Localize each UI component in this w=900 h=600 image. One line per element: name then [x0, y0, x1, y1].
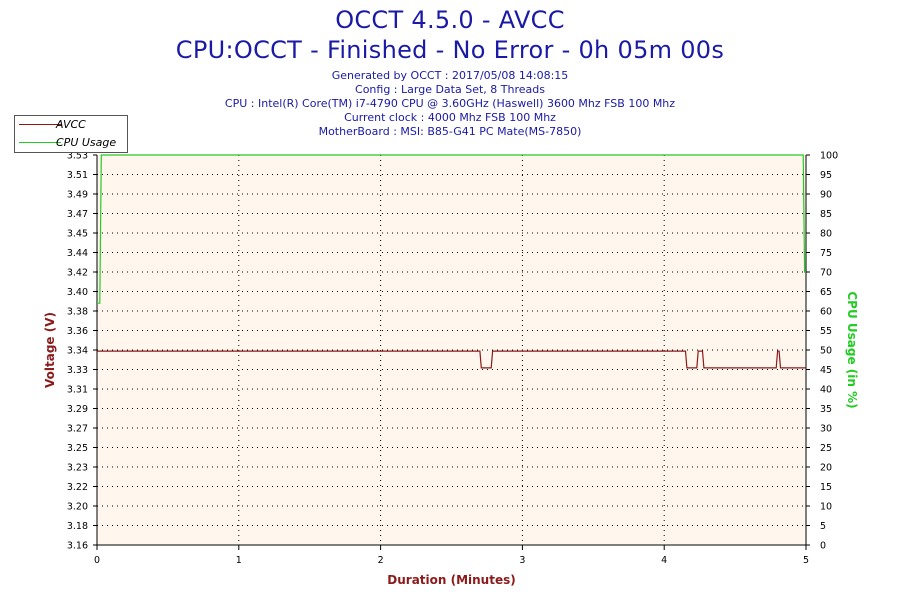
y-tick-label: 3.18 — [67, 521, 88, 532]
y-tick-label: 3.20 — [67, 502, 88, 513]
legend-item-avcc: AVCC — [15, 116, 127, 134]
y2-tick-label: 40 — [820, 385, 832, 396]
y2-tick-label: 30 — [820, 424, 832, 435]
x-axis-label: Duration (Minutes) — [387, 573, 515, 587]
legend-swatch-cpu-usage — [19, 142, 61, 143]
y2-tick-label: 35 — [820, 404, 832, 415]
y-tick-label: 3.47 — [67, 209, 88, 220]
y2-tick-label: 50 — [820, 346, 832, 357]
y-tick-label: 3.36 — [67, 326, 88, 337]
info-clock: Current clock : 4000 Mhz FSB 100 Mhz — [344, 111, 556, 124]
y-tick-label: 3.27 — [67, 424, 88, 435]
chart-title: OCCT 4.5.0 - AVCC — [335, 6, 565, 34]
info-generated: Generated by OCCT : 2017/05/08 14:08:15 — [331, 69, 569, 82]
y2-tick-label: 90 — [820, 190, 832, 201]
x-tick-label: 3 — [519, 555, 525, 566]
x-tick-label: 0 — [94, 555, 100, 566]
info-cpu: CPU : Intel(R) Core(TM) i7-4790 CPU @ 3.… — [224, 97, 676, 110]
legend-label-cpu-usage: CPU Usage — [56, 136, 117, 149]
x-tick-label: 1 — [236, 555, 242, 566]
y2-tick-label: 70 — [820, 268, 832, 279]
info-config: Config : Large Data Set, 8 Threads — [355, 83, 545, 96]
legend: AVCC CPU Usage — [14, 115, 128, 153]
y-tick-label: 3.53 — [67, 151, 88, 162]
y-tick-label: 3.23 — [67, 463, 88, 474]
x-tick-label: 2 — [378, 555, 384, 566]
legend-label-avcc: AVCC — [56, 118, 86, 131]
y-tick-label: 3.38 — [67, 307, 88, 318]
y-tick-label: 3.25 — [67, 443, 88, 454]
y-axis-label: Voltage (V) — [43, 312, 57, 388]
y2-tick-label: 60 — [820, 307, 832, 318]
y2-tick-label: 95 — [820, 170, 832, 181]
y2-tick-label: 55 — [820, 326, 832, 337]
y-tick-label: 3.51 — [67, 170, 88, 181]
y2-tick-label: 15 — [820, 482, 832, 493]
y2-tick-label: 65 — [820, 287, 832, 298]
y-tick-label: 3.22 — [67, 482, 88, 493]
chart-subtitle: CPU:OCCT - Finished - No Error - 0h 05m … — [175, 36, 725, 64]
x-tick-label: 4 — [661, 555, 667, 566]
y-tick-label: 3.16 — [67, 541, 88, 552]
y2-tick-label: 45 — [820, 365, 832, 376]
info-motherboard: MotherBoard : MSI: B85-G41 PC Mate(MS-78… — [318, 125, 582, 138]
y2-tick-label: 0 — [820, 541, 826, 552]
y2-axis-label: CPU Usage (in %) — [845, 291, 859, 408]
y2-tick-label: 20 — [820, 463, 832, 474]
y2-tick-label: 100 — [820, 151, 838, 162]
y2-tick-label: 25 — [820, 443, 832, 454]
series-line-avcc — [97, 350, 806, 369]
y2-tick-label: 75 — [820, 248, 832, 259]
y-tick-label: 3.29 — [67, 404, 88, 415]
x-tick-label: 5 — [803, 555, 809, 566]
plot-area — [97, 155, 806, 545]
y-tick-label: 3.49 — [67, 190, 88, 201]
y2-tick-label: 5 — [820, 521, 826, 532]
y-tick-label: 3.31 — [67, 385, 88, 396]
y2-tick-label: 10 — [820, 502, 832, 513]
y-tick-label: 3.42 — [67, 268, 88, 279]
y-tick-label: 3.45 — [67, 229, 88, 240]
y-tick-label: 3.44 — [67, 248, 88, 259]
series-line-cpu-usage — [97, 154, 806, 304]
legend-swatch-avcc — [19, 124, 61, 125]
y-tick-label: 3.33 — [67, 365, 88, 376]
y2-tick-label: 85 — [820, 209, 832, 220]
y-tick-label: 3.34 — [67, 346, 88, 357]
y2-tick-label: 80 — [820, 229, 832, 240]
legend-item-cpu-usage: CPU Usage — [15, 134, 127, 152]
y-tick-label: 3.40 — [67, 287, 88, 298]
